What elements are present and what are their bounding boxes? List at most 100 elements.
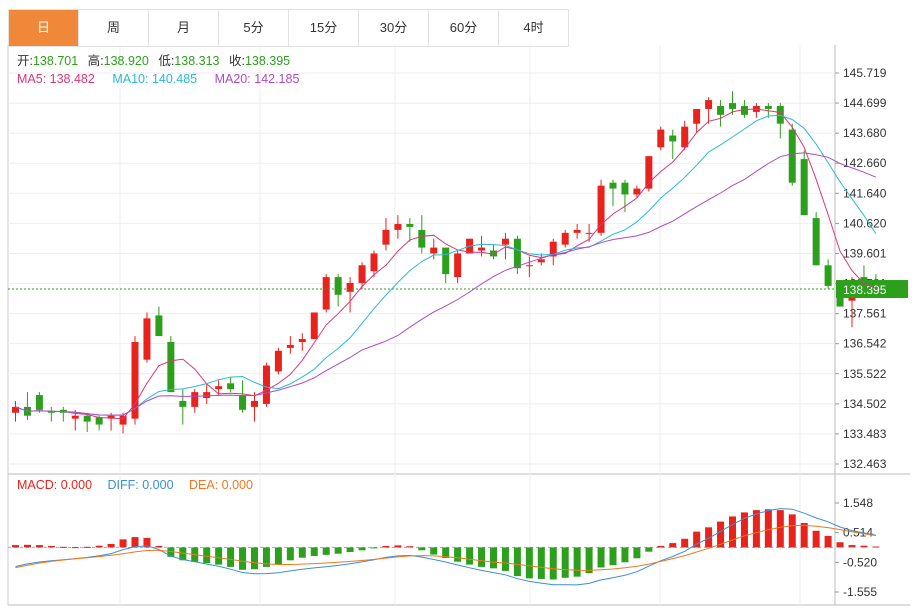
- candle: [167, 336, 175, 393]
- macd-panel: [8, 508, 880, 586]
- macd-bar: [740, 512, 748, 548]
- macd-bar: [585, 547, 593, 574]
- tab-15min[interactable]: 15分: [289, 10, 359, 46]
- macd-bar: [47, 545, 55, 548]
- candle: [179, 389, 187, 425]
- candle: [394, 215, 402, 239]
- candle: [262, 362, 270, 407]
- candle: [131, 336, 139, 425]
- close-value: 138.395: [245, 54, 290, 68]
- macd-bar: [83, 546, 91, 548]
- macd-bar: [454, 547, 462, 562]
- candle: [657, 126, 665, 151]
- candle: [573, 223, 581, 239]
- candle: [824, 259, 832, 289]
- candle: [788, 123, 796, 186]
- macd-bar: [310, 547, 318, 557]
- candle: [227, 377, 235, 393]
- candle: [35, 392, 43, 413]
- macd-bar: [167, 547, 175, 557]
- macd-bar: [215, 547, 223, 565]
- tab-60min[interactable]: 60分: [429, 10, 499, 46]
- y-tick-label: 139.601: [843, 246, 887, 260]
- macd-bar: [549, 547, 557, 580]
- macd-readout: MACD: 0.000 DIFF: 0.000 DEA: 0.000: [17, 478, 253, 492]
- candle: [501, 232, 509, 260]
- ma10-line: [15, 114, 877, 416]
- ma20-label: MA20:: [215, 72, 255, 86]
- macd-bar: [334, 547, 342, 554]
- macd-bar: [358, 547, 366, 551]
- diff-label: DIFF:: [108, 478, 143, 492]
- macd-bar: [35, 545, 43, 548]
- low-label: 低:: [158, 54, 174, 68]
- tab-4hour[interactable]: 4时: [499, 10, 569, 46]
- macd-bar: [764, 509, 772, 548]
- macd-bar: [645, 547, 653, 552]
- high-label: 高:: [88, 53, 104, 68]
- macd-legend: MACD: 0.000: [17, 478, 92, 492]
- candle: [119, 412, 127, 434]
- candle: [669, 129, 677, 160]
- dea-label: DEA:: [189, 478, 222, 492]
- candle: [490, 244, 497, 260]
- macd-bar: [597, 547, 605, 568]
- macd-bar: [788, 514, 796, 548]
- macd-bar: [633, 547, 641, 559]
- y-tick-label: 145.719: [843, 66, 887, 80]
- y-tick-label: 133.483: [843, 427, 887, 441]
- macd-bar: [12, 545, 19, 548]
- ma5-value: 138.482: [50, 72, 95, 86]
- macd-bar: [131, 537, 139, 548]
- macd-bar: [573, 547, 581, 577]
- ma-readout: MA5: 138.482 MA10: 140.485 MA20: 142.185: [17, 72, 299, 86]
- candle: [298, 333, 306, 351]
- macd-tick-label: 1.548: [843, 496, 873, 510]
- candle: [406, 218, 414, 242]
- candle: [740, 100, 748, 118]
- macd-bar: [657, 545, 665, 548]
- tab-5min[interactable]: 5分: [219, 10, 289, 46]
- candle: [12, 400, 19, 422]
- macd-bar: [729, 516, 736, 548]
- y-tick-label: 143.680: [843, 126, 887, 140]
- macd-bar: [227, 547, 235, 567]
- y-tick-label: 135.522: [843, 367, 887, 381]
- candle: [454, 250, 462, 283]
- price-axis: 145.719 144.699 143.680 142.660 141.640 140.6…: [835, 66, 887, 599]
- tab-day[interactable]: 日: [9, 10, 79, 46]
- macd-bar: [107, 543, 115, 548]
- dea-legend: DEA: 0.000: [189, 478, 253, 492]
- candle: [286, 336, 294, 354]
- tab-month[interactable]: 月: [149, 10, 219, 46]
- tab-30min[interactable]: 30分: [359, 10, 429, 46]
- candle: [203, 383, 211, 404]
- last-price-badge: [836, 280, 908, 299]
- macd-bar: [346, 547, 354, 552]
- macd-bar: [71, 547, 79, 549]
- macd-bar: [561, 547, 569, 578]
- ma5-legend: MA5: 138.482: [17, 72, 95, 86]
- ma5-label: MA5:: [17, 72, 50, 86]
- candle: [693, 108, 701, 133]
- macd-bar: [262, 547, 270, 567]
- candle: [95, 415, 103, 431]
- macd-bar: [394, 545, 402, 548]
- tab-week[interactable]: 周: [79, 10, 149, 46]
- ohlc-readout: 开:138.701 高:138.920 低:138.313 收:138.395: [17, 53, 290, 68]
- macd-bar: [466, 547, 474, 565]
- y-tick-label: 134.502: [843, 397, 887, 411]
- macd-bar: [860, 545, 868, 548]
- macd-bar: [143, 537, 151, 548]
- macd-bar: [525, 547, 533, 579]
- ma5-line: [15, 108, 877, 420]
- candle: [776, 103, 784, 139]
- macd-bar: [717, 521, 725, 548]
- candle: [478, 235, 486, 257]
- macd-bar: [848, 545, 856, 548]
- ma10-legend: MA10: 140.485: [112, 72, 197, 86]
- candle: [705, 97, 713, 124]
- y-tick-label: 142.660: [843, 156, 887, 170]
- macd-bar: [824, 535, 832, 548]
